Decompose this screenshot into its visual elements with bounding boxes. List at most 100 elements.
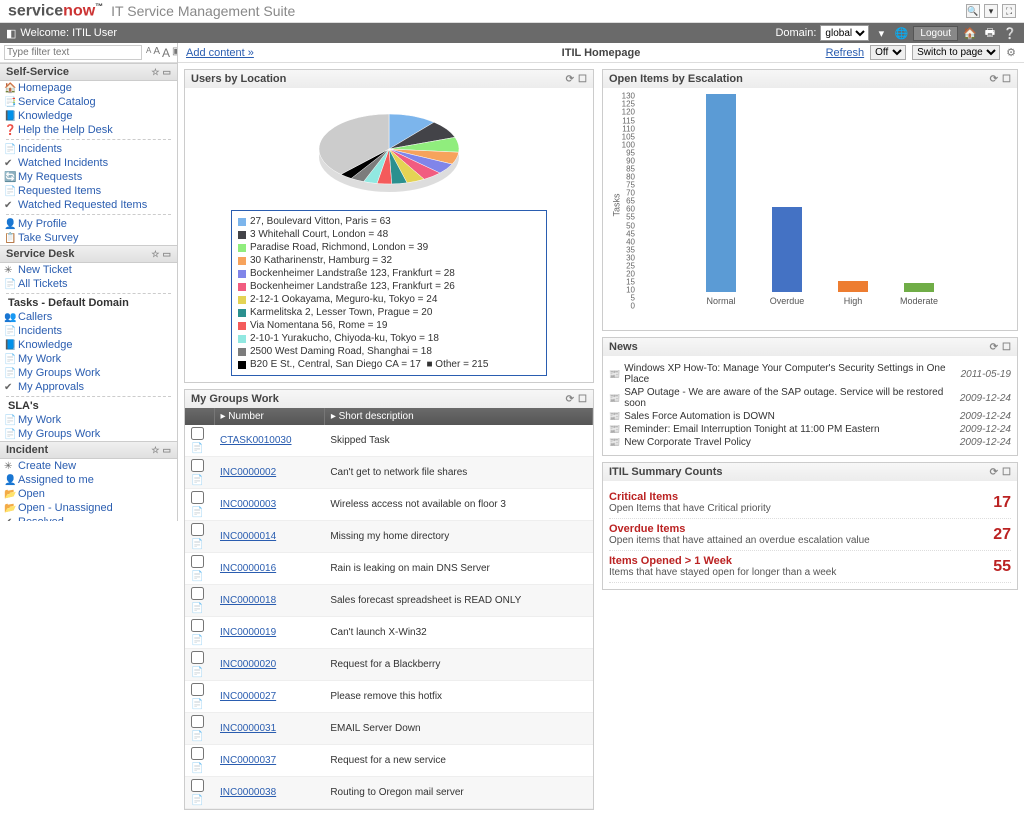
- widget-refresh-icon[interactable]: ⟳: [990, 467, 998, 478]
- nav-filter-input[interactable]: [4, 45, 142, 60]
- table-row[interactable]: 📄INC0000014Missing my home directory: [185, 521, 593, 553]
- nav-item[interactable]: 📄Incidents: [0, 142, 177, 156]
- widget-refresh-icon[interactable]: ⟳: [990, 74, 998, 85]
- widget-max-icon[interactable]: ☐: [578, 74, 587, 85]
- record-link[interactable]: INC0000019: [220, 627, 276, 638]
- nav-item[interactable]: 📄Requested Items: [0, 184, 177, 198]
- table-row[interactable]: 📄INC0000037Request for a new service: [185, 745, 593, 777]
- bar[interactable]: [772, 207, 802, 293]
- nav-item[interactable]: 👥Callers: [0, 310, 177, 324]
- widget-refresh-icon[interactable]: ⟳: [990, 342, 998, 353]
- row-checkbox[interactable]: [191, 779, 204, 792]
- nav-item[interactable]: 👤My Profile: [0, 217, 177, 231]
- font-size-icon-med[interactable]: A: [153, 46, 160, 60]
- record-link[interactable]: INC0000014: [220, 531, 276, 542]
- record-link[interactable]: INC0000016: [220, 563, 276, 574]
- table-row[interactable]: 📄INC0000002Can't get to network file sha…: [185, 457, 593, 489]
- table-header[interactable]: [185, 408, 214, 425]
- domain-select[interactable]: global: [820, 25, 869, 41]
- refresh-link[interactable]: Refresh: [826, 47, 865, 59]
- row-checkbox[interactable]: [191, 523, 204, 536]
- row-checkbox[interactable]: [191, 555, 204, 568]
- table-row[interactable]: 📄INC0000019Can't launch X-Win32: [185, 617, 593, 649]
- nav-item[interactable]: 📘Knowledge: [0, 338, 177, 352]
- row-checkbox[interactable]: [191, 747, 204, 760]
- news-item[interactable]: 📰SAP Outage - We are aware of the SAP ou…: [609, 386, 1011, 410]
- collapse-icon[interactable]: ▭: [162, 445, 171, 456]
- expand-button[interactable]: ⛶: [1002, 4, 1016, 18]
- nav-section-header[interactable]: Self-Service☆▭: [0, 63, 177, 81]
- summary-row[interactable]: Items Opened > 1 WeekItems that have sta…: [609, 551, 1011, 583]
- nav-section-header[interactable]: Incident☆▭: [0, 441, 177, 459]
- table-row[interactable]: 📄INC0000020Request for a Blackberry: [185, 649, 593, 681]
- record-link[interactable]: INC0000002: [220, 467, 276, 478]
- star-icon[interactable]: ☆: [151, 249, 159, 260]
- add-content-link[interactable]: Add content »: [186, 47, 254, 59]
- gear-icon[interactable]: ⚙: [1006, 46, 1016, 59]
- nav-item[interactable]: 📄My Work: [0, 413, 177, 427]
- news-item[interactable]: 📰New Corporate Travel Policy2009-12-24: [609, 436, 1011, 449]
- nav-item[interactable]: 📄Incidents: [0, 324, 177, 338]
- bar[interactable]: [838, 281, 868, 292]
- domain-search-icon[interactable]: ▾: [873, 25, 889, 41]
- widget-max-icon[interactable]: ☐: [1002, 342, 1011, 353]
- nav-item[interactable]: ✔Resolved: [0, 515, 177, 521]
- row-checkbox[interactable]: [191, 683, 204, 696]
- row-checkbox[interactable]: [191, 619, 204, 632]
- domain-globe-icon[interactable]: 🌐: [893, 25, 909, 41]
- row-checkbox[interactable]: [191, 651, 204, 664]
- record-link[interactable]: INC0000027: [220, 691, 276, 702]
- row-checkbox[interactable]: [191, 587, 204, 600]
- collapse-icon[interactable]: ▭: [162, 67, 171, 78]
- nav-item[interactable]: ✔Watched Incidents: [0, 156, 177, 170]
- print-icon[interactable]: 🖶: [982, 25, 998, 41]
- widget-max-icon[interactable]: ☐: [578, 394, 587, 405]
- news-item[interactable]: 📰Reminder: Email Interruption Tonight at…: [609, 423, 1011, 436]
- nav-item[interactable]: 📑Service Catalog: [0, 95, 177, 109]
- bar[interactable]: [706, 94, 736, 293]
- record-link[interactable]: INC0000020: [220, 659, 276, 670]
- widget-max-icon[interactable]: ☐: [1002, 467, 1011, 478]
- table-row[interactable]: 📄CTASK0010030Skipped Task: [185, 425, 593, 457]
- font-size-icon-lg[interactable]: A: [162, 46, 170, 60]
- star-icon[interactable]: ☆: [151, 67, 159, 78]
- nav-item[interactable]: ✔Watched Requested Items: [0, 198, 177, 212]
- nav-item[interactable]: 🏠Homepage: [0, 81, 177, 95]
- nav-item[interactable]: 📄All Tickets: [0, 277, 177, 291]
- table-header[interactable]: ▸ Short description: [324, 408, 592, 425]
- nav-item[interactable]: 📂Open - Unassigned: [0, 501, 177, 515]
- font-size-icon[interactable]: A: [146, 46, 151, 60]
- record-link[interactable]: INC0000038: [220, 787, 276, 798]
- record-link[interactable]: INC0000037: [220, 755, 276, 766]
- record-link[interactable]: INC0000031: [220, 723, 276, 734]
- table-row[interactable]: 📄INC0000031EMAIL Server Down: [185, 713, 593, 745]
- nav-item[interactable]: 📄My Work: [0, 352, 177, 366]
- row-checkbox[interactable]: [191, 459, 204, 472]
- collapse-icon[interactable]: ▭: [162, 249, 171, 260]
- widget-refresh-icon[interactable]: ⟳: [566, 394, 574, 405]
- help-icon[interactable]: ❔: [1002, 25, 1018, 41]
- record-link[interactable]: CTASK0010030: [220, 435, 292, 446]
- nav-item[interactable]: ✳New Ticket: [0, 263, 177, 277]
- nav-item[interactable]: 📄My Groups Work: [0, 366, 177, 380]
- nav-item[interactable]: ❓Help the Help Desk: [0, 123, 177, 137]
- record-link[interactable]: INC0000018: [220, 595, 276, 606]
- table-row[interactable]: 📄INC0000027Please remove this hotfix: [185, 681, 593, 713]
- star-icon[interactable]: ☆: [151, 445, 159, 456]
- summary-row[interactable]: Overdue ItemsOpen items that have attain…: [609, 519, 1011, 551]
- collapse-icon[interactable]: ◧: [6, 27, 16, 40]
- summary-row[interactable]: Critical ItemsOpen Items that have Criti…: [609, 487, 1011, 519]
- switch-page-select[interactable]: Switch to page: [912, 45, 1000, 60]
- bar[interactable]: [904, 283, 934, 293]
- table-header[interactable]: ▸ Number: [214, 408, 324, 425]
- news-item[interactable]: 📰Sales Force Automation is DOWN2009-12-2…: [609, 410, 1011, 423]
- refresh-select[interactable]: Off: [870, 45, 906, 60]
- logout-button[interactable]: Logout: [913, 26, 958, 41]
- nav-item[interactable]: ✳Create New: [0, 459, 177, 473]
- nav-item[interactable]: 📋Take Survey: [0, 231, 177, 245]
- nav-item[interactable]: 🔄My Requests: [0, 170, 177, 184]
- chevron-down-button[interactable]: ▾: [984, 4, 998, 18]
- nav-item[interactable]: ✔My Approvals: [0, 380, 177, 394]
- home-icon[interactable]: 🏠: [962, 25, 978, 41]
- search-toggle-button[interactable]: 🔍: [966, 4, 980, 18]
